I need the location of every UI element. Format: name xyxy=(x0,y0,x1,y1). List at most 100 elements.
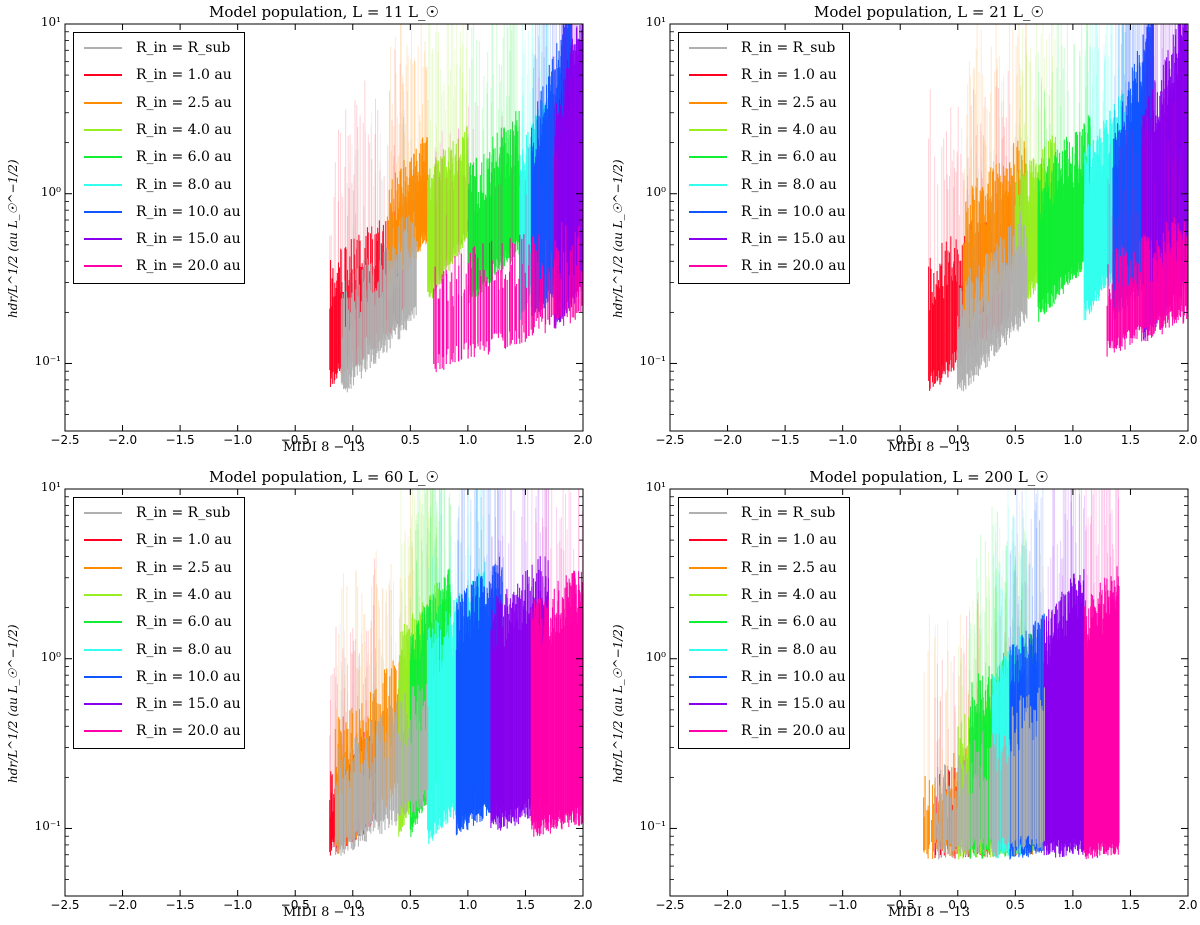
y-tick-label: 10⁰ xyxy=(40,184,61,199)
y-axis-label: hdr/L^1/2 (au L_☉^−1/2) xyxy=(611,159,625,318)
x-tick-label: 0.5 xyxy=(1005,433,1025,447)
x-tick-label: 0.5 xyxy=(400,898,420,912)
legend-label: R_in = 20.0 au xyxy=(741,258,846,275)
x-tick-label: −1.5 xyxy=(165,898,195,912)
x-tick-label: 2.0 xyxy=(573,433,593,447)
x-tick-label: 1.0 xyxy=(1063,433,1083,447)
x-tick-label: −2.0 xyxy=(107,898,138,912)
legend-item: R_in = 6.0 au xyxy=(679,147,837,167)
legend-label: R_in = 6.0 au xyxy=(136,149,232,166)
legend-item: R_in = 4.0 au xyxy=(74,585,232,605)
legend-item: R_in = 10.0 au xyxy=(74,667,241,687)
x-tick-label: −2.0 xyxy=(712,433,743,447)
x-tick-label: 1.5 xyxy=(515,433,535,447)
chart-title: Model population, L = 21 L_☉ xyxy=(814,3,1044,21)
x-tick-label: 0.0 xyxy=(343,898,363,912)
y-tick-label: 10⁰ xyxy=(645,184,666,199)
series-8 xyxy=(530,489,583,837)
x-tick-label: 0.0 xyxy=(343,433,363,447)
axes-frame xyxy=(64,488,584,897)
legend-item: R_in = R_sub xyxy=(679,38,835,58)
x-tick-label: −2.0 xyxy=(107,433,138,447)
x-tick-label: −2.5 xyxy=(655,433,685,447)
plot-svg xyxy=(64,23,584,432)
chart-panel-3: Model population, L = 60 L_☉ hdr/L^1/2 (… xyxy=(0,465,600,925)
axes-frame xyxy=(64,23,584,432)
plot-area xyxy=(928,24,1188,392)
legend-label: R_in = 10.0 au xyxy=(741,203,846,220)
x-tick-label: −1.0 xyxy=(223,898,253,912)
legend-swatch xyxy=(689,101,727,104)
legend: R_in = R_sub R_in = 1.0 au R_in = 2.5 au R_… xyxy=(73,497,245,749)
legend-swatch xyxy=(84,539,122,542)
legend-label: R_in = 15.0 au xyxy=(136,231,241,248)
legend-item: R_in = 8.0 au xyxy=(74,640,232,660)
axes-frame xyxy=(669,23,1189,432)
x-tick-label: 2.0 xyxy=(573,898,593,912)
plot-svg xyxy=(669,23,1189,432)
legend-label: R_in = 1.0 au xyxy=(136,67,232,84)
x-tick-label: 1.5 xyxy=(1120,433,1140,447)
series-8 xyxy=(433,76,583,373)
series-0 xyxy=(334,544,429,856)
legend-label: R_in = 10.0 au xyxy=(136,668,241,685)
legend-item: R_in = 20.0 au xyxy=(74,721,241,741)
plot-svg xyxy=(669,488,1189,897)
x-tick-label: −0.5 xyxy=(885,433,915,447)
y-tick-label: 10¹ xyxy=(40,480,61,494)
x-tick-label: −2.5 xyxy=(50,898,80,912)
legend-label: R_in = 2.5 au xyxy=(136,94,232,111)
series-6 xyxy=(1112,24,1154,320)
legend-label: R_in = R_sub xyxy=(741,40,836,56)
x-axis-label: MIDI 8 − 13 xyxy=(282,905,366,920)
x-tick-label: −2.5 xyxy=(50,433,80,447)
legend-label: R_in = 8.0 au xyxy=(136,641,232,658)
series-4 xyxy=(467,24,521,306)
legend-swatch xyxy=(689,238,727,241)
legend-item: R_in = 20.0 au xyxy=(74,256,241,276)
legend-item: R_in = 1.0 au xyxy=(679,65,837,85)
legend-label: R_in = 8.0 au xyxy=(741,176,837,193)
legend-label: R_in = 6.0 au xyxy=(741,149,837,166)
legend-item: R_in = 6.0 au xyxy=(74,147,232,167)
legend-label: R_in = 2.5 au xyxy=(136,559,232,576)
legend-item: R_in = 2.5 au xyxy=(679,93,837,113)
legend-item: R_in = 1.0 au xyxy=(74,530,232,550)
y-axis-label: hdr/L^1/2 (au L_☉^−1/2) xyxy=(6,159,20,318)
chart-panel-2: Model population, L = 21 L_☉ hdr/L^1/2 (… xyxy=(605,0,1200,462)
legend-swatch xyxy=(84,566,122,569)
legend-label: R_in = 20.0 au xyxy=(136,258,241,275)
legend-item: R_in = 4.0 au xyxy=(74,120,232,140)
legend-swatch xyxy=(84,74,122,77)
legend-label: R_in = 4.0 au xyxy=(136,121,232,138)
legend-swatch xyxy=(84,238,122,241)
x-tick-label: −1.5 xyxy=(770,433,800,447)
legend-item: R_in = 8.0 au xyxy=(679,175,837,195)
x-axis-label: MIDI 8 − 13 xyxy=(887,440,971,455)
plot-area xyxy=(329,489,583,856)
legend-swatch xyxy=(84,730,122,733)
legend-label: R_in = 15.0 au xyxy=(136,696,241,713)
chart-title: Model population, L = 200 L_☉ xyxy=(809,468,1049,486)
series-4 xyxy=(1037,24,1091,322)
legend-swatch xyxy=(689,47,727,49)
legend-swatch xyxy=(689,265,727,268)
legend-item: R_in = 8.0 au xyxy=(74,175,232,195)
y-tick-label: 10⁰ xyxy=(40,649,61,664)
series-3 xyxy=(427,24,469,299)
plot-area xyxy=(923,489,1120,860)
legend-swatch xyxy=(84,703,122,706)
x-tick-label: −0.5 xyxy=(280,433,310,447)
x-tick-label: 0.0 xyxy=(948,433,968,447)
legend-label: R_in = 1.0 au xyxy=(741,67,837,84)
legend-label: R_in = 1.0 au xyxy=(136,532,232,549)
legend-label: R_in = 4.0 au xyxy=(741,121,837,138)
plot-area xyxy=(329,24,583,393)
legend-swatch xyxy=(84,128,122,131)
legend-swatch xyxy=(84,593,122,596)
legend-item: R_in = 10.0 au xyxy=(679,202,846,222)
legend-item: R_in = 1.0 au xyxy=(74,65,232,85)
legend-swatch xyxy=(689,128,727,131)
y-tick-label: 10¹ xyxy=(645,15,666,29)
legend-item: R_in = R_sub xyxy=(74,38,230,58)
